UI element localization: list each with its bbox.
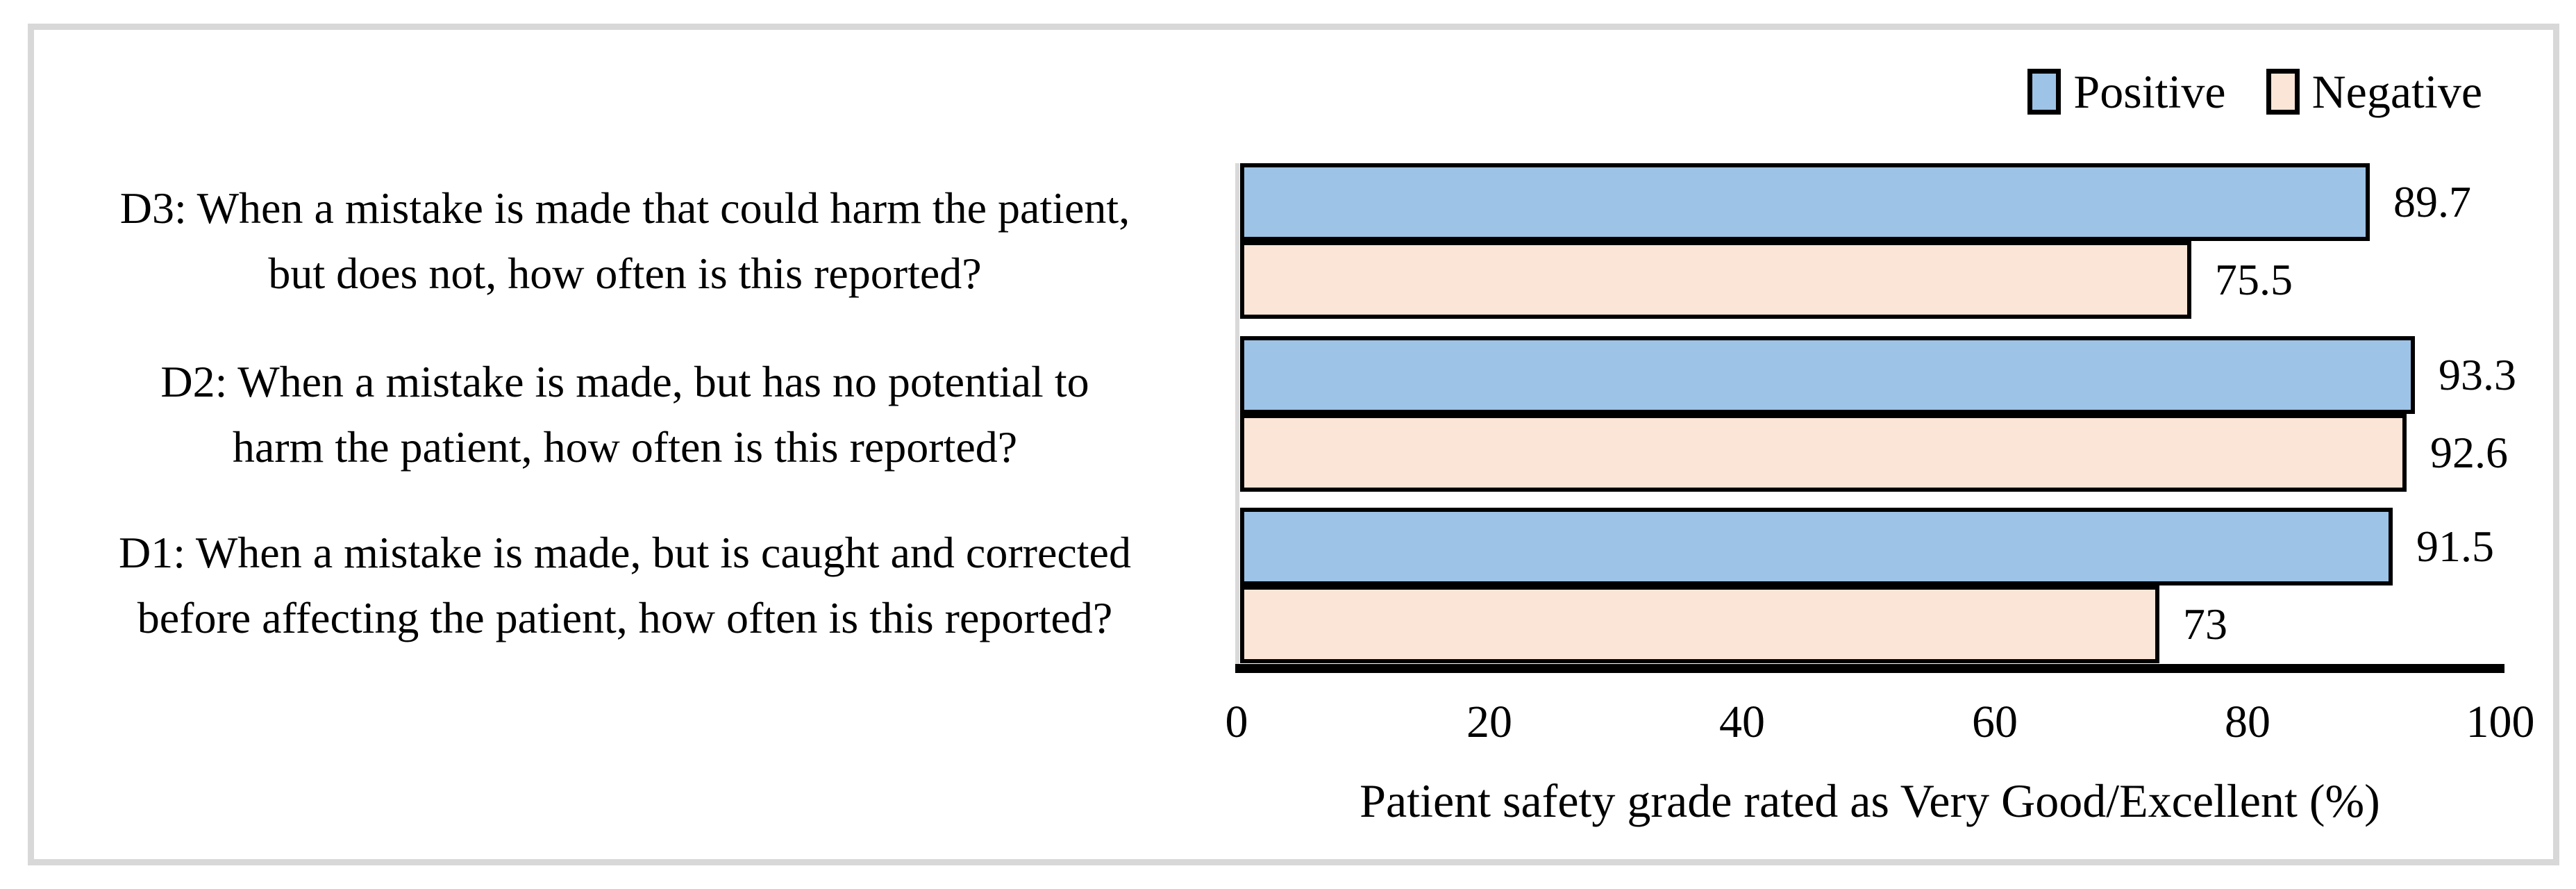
legend-label-negative: Negative <box>2311 65 2482 118</box>
bar-row-d3-positive: 89.7 <box>1240 163 2471 241</box>
category-label-d3-line1: D3: When a mistake is made that could ha… <box>119 183 1130 233</box>
value-label-d3-negative: 75.5 <box>2215 255 2293 304</box>
category-label-d1-line2: before affecting the patient, how often … <box>137 593 1113 642</box>
bar-d3-positive <box>1240 163 2370 241</box>
x-tick-20: 20 <box>1466 697 1512 747</box>
category-axis-line <box>1235 163 1239 664</box>
x-tick-40: 40 <box>1719 697 1765 747</box>
bar-row-d2-positive: 93.3 <box>1240 336 2516 414</box>
value-label-d1-negative: 73 <box>2183 599 2227 649</box>
category-label-d1: D1: When a mistake is made, but is caugh… <box>35 520 1215 651</box>
value-label-d2-positive: 93.3 <box>2439 350 2516 399</box>
value-label-d1-positive: 91.5 <box>2416 522 2494 571</box>
x-tick-80: 80 <box>2225 697 2270 747</box>
bar-row-d1-positive: 91.5 <box>1240 508 2494 585</box>
category-label-d3-line2: but does not, how often is this reported… <box>268 249 982 298</box>
value-label-d2-negative: 92.6 <box>2430 428 2508 477</box>
category-label-d2: D2: When a mistake is made, but has no p… <box>35 349 1215 480</box>
category-label-d3: D3: When a mistake is made that could ha… <box>35 176 1215 306</box>
bar-d3-negative <box>1240 241 2191 319</box>
category-label-d2-line2: harm the patient, how often is this repo… <box>232 422 1018 472</box>
bar-d1-negative <box>1240 585 2159 663</box>
bar-d2-negative <box>1240 414 2407 492</box>
category-label-d2-line1: D2: When a mistake is made, but has no p… <box>160 357 1089 406</box>
legend-label-positive: Positive <box>2073 65 2226 118</box>
legend-item-negative: Negative <box>2266 68 2482 115</box>
legend-marker-positive <box>2027 69 2061 115</box>
bar-row-d2-negative: 92.6 <box>1240 414 2508 492</box>
legend: Positive Negative <box>2027 68 2482 115</box>
x-axis-line <box>1235 664 2504 673</box>
legend-marker-negative <box>2266 69 2300 115</box>
value-label-d3-positive: 89.7 <box>2393 177 2471 226</box>
bar-d1-positive <box>1240 508 2393 585</box>
bar-row-d1-negative: 73 <box>1240 585 2227 663</box>
bar-d2-positive <box>1240 336 2415 414</box>
x-tick-100: 100 <box>2466 697 2535 747</box>
category-label-d1-line1: D1: When a mistake is made, but is caugh… <box>119 528 1131 577</box>
x-tick-0: 0 <box>1225 697 1248 747</box>
legend-item-positive: Positive <box>2027 65 2226 118</box>
x-tick-60: 60 <box>1972 697 2018 747</box>
bar-row-d3-negative: 75.5 <box>1240 241 2293 319</box>
x-axis-title: Patient safety grade rated as Very Good/… <box>1360 774 2380 827</box>
